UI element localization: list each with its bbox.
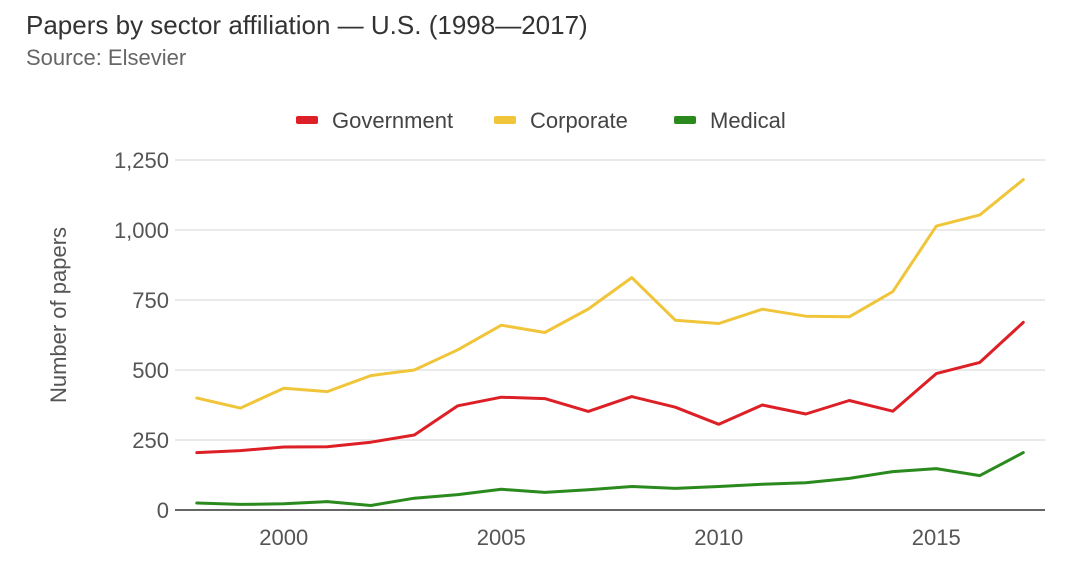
y-axis-title: Number of papers bbox=[46, 227, 71, 403]
x-tick-label: 2000 bbox=[259, 525, 308, 550]
y-tick-label: 1,000 bbox=[114, 218, 169, 243]
legend-swatch-corporate bbox=[494, 116, 516, 124]
legend-swatch-medical bbox=[674, 116, 696, 124]
legend-label-medical: Medical bbox=[710, 108, 786, 133]
x-tick-label: 2015 bbox=[912, 525, 961, 550]
y-tick-label: 1,250 bbox=[114, 148, 169, 173]
y-tick-label: 0 bbox=[157, 498, 169, 523]
chart-title: Papers by sector affiliation — U.S. (199… bbox=[26, 10, 588, 40]
x-tick-label: 2005 bbox=[477, 525, 526, 550]
y-tick-label: 500 bbox=[132, 358, 169, 383]
x-tick-label: 2010 bbox=[694, 525, 743, 550]
legend-swatch-government bbox=[296, 116, 318, 124]
legend-label-corporate: Corporate bbox=[530, 108, 628, 133]
legend-label-government: Government bbox=[332, 108, 453, 133]
chart-subtitle: Source: Elsevier bbox=[26, 45, 187, 70]
y-tick-label: 250 bbox=[132, 428, 169, 453]
series-line-government bbox=[195, 320, 1025, 455]
y-tick-label: 750 bbox=[132, 288, 169, 313]
series-line-medical bbox=[195, 451, 1025, 507]
series-line-corporate bbox=[195, 178, 1025, 410]
